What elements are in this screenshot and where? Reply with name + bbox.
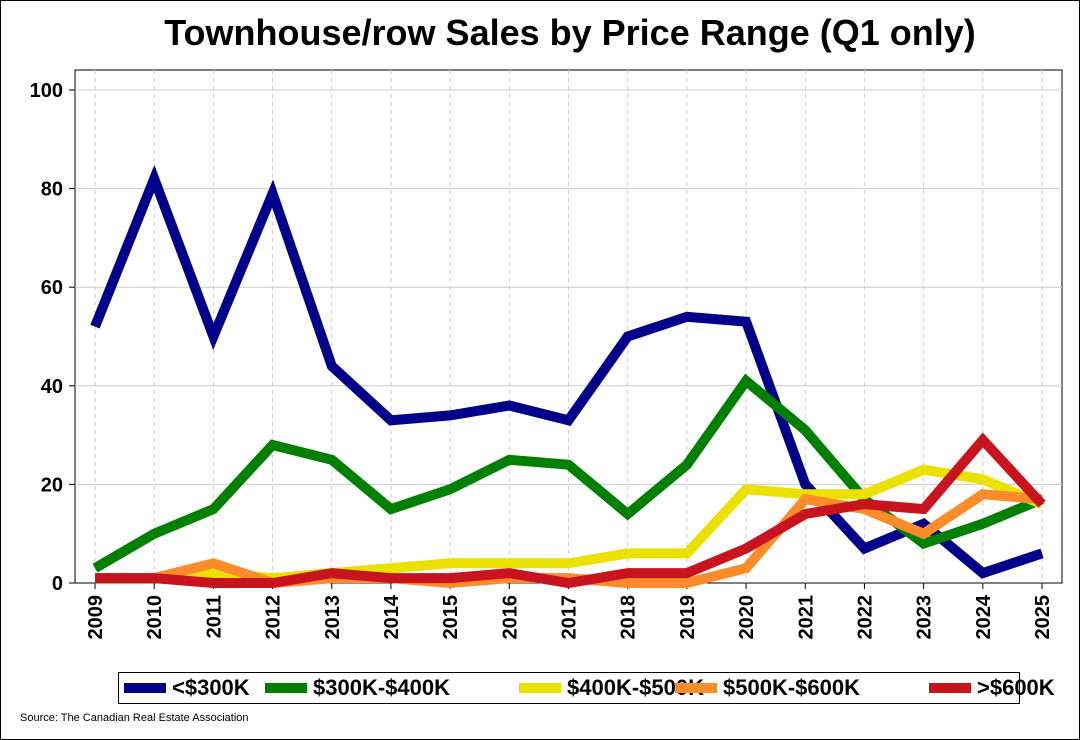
legend-label: <$300K [172, 675, 250, 700]
x-tick-label: 2014 [381, 594, 403, 639]
legend-label: >$600K [977, 675, 1055, 700]
legend-swatch [124, 683, 166, 693]
x-tick-label: 2020 [736, 595, 758, 640]
x-tick-label: 2025 [1032, 595, 1054, 640]
x-tick-label: 2015 [440, 595, 462, 640]
x-tick-label: 2024 [973, 594, 995, 639]
y-tick-label: 40 [41, 376, 63, 398]
source-note: Source: The Canadian Real Estate Associa… [20, 712, 249, 724]
legend: <$300K $300K-$400K $400K-$500K $500K-$600K >… [118, 672, 1055, 704]
y-tick-label: 20 [41, 474, 63, 496]
x-tick-label: 2010 [144, 595, 166, 640]
x-tick-label: 2011 [203, 595, 225, 638]
legend-swatch [929, 683, 971, 693]
y-tick-label: 100 [30, 80, 63, 102]
x-tick-label: 2016 [499, 595, 521, 640]
y-tick-label: 0 [52, 573, 63, 595]
y-tick-label: 60 [41, 277, 63, 299]
series-line-300k [90, 164, 1044, 579]
x-tick-label: 2022 [854, 595, 876, 640]
x-tick-label: 2013 [322, 595, 344, 640]
legend-swatch [265, 683, 307, 693]
legend-item: $300K-$400K [265, 673, 450, 703]
x-tick-label: 2012 [263, 595, 285, 640]
series-line-600k [95, 432, 1046, 589]
x-tick-label: 2023 [914, 595, 936, 640]
legend-swatch [519, 683, 561, 693]
x-tick-label: 2019 [677, 595, 699, 640]
x-tick-label: 2021 [795, 595, 817, 640]
legend-item: $500K-$600K [675, 673, 860, 703]
legend-label: $500K-$600K [723, 675, 860, 700]
legend-item: >$600K [929, 673, 1055, 703]
y-tick-label: 80 [41, 179, 63, 201]
x-tick-label: 2009 [85, 595, 107, 640]
x-tick-label: 2017 [559, 595, 581, 640]
legend-label: $300K-$400K [313, 675, 450, 700]
legend-item: <$300K [124, 673, 250, 703]
chart-title: Townhouse/row Sales by Price Range (Q1 o… [164, 12, 976, 53]
legend-swatch [675, 683, 717, 693]
x-tick-label: 2018 [618, 595, 640, 640]
